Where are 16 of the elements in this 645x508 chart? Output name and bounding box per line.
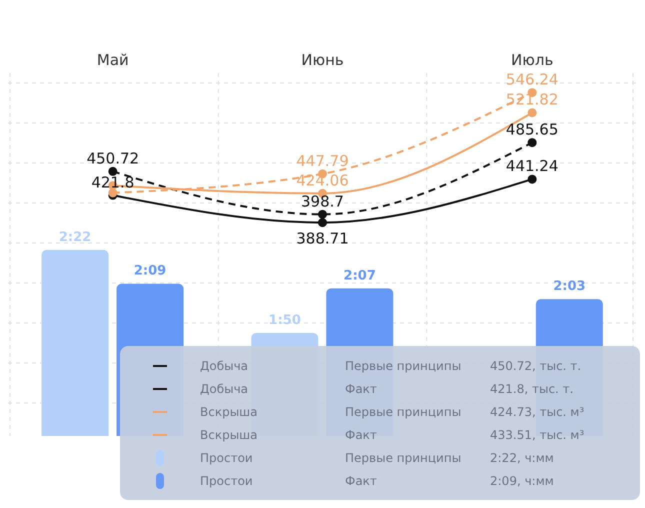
data-label: 485.65 bbox=[506, 120, 558, 139]
data-label: 2:09 bbox=[134, 264, 166, 279]
data-label: 398.7 bbox=[301, 192, 344, 210]
data-label: 2:07 bbox=[344, 268, 376, 284]
x-tick-label: Май bbox=[96, 51, 129, 69]
data-label: 447.79 bbox=[296, 152, 349, 170]
x-tick-label: Июль bbox=[511, 51, 554, 69]
data-label: 1:50 bbox=[268, 312, 301, 328]
data-label: 2:22 bbox=[58, 230, 92, 245]
data-label: 2:03 bbox=[553, 279, 586, 294]
x-tick-label: Июнь bbox=[301, 51, 344, 69]
data-label: 450.72 bbox=[86, 149, 140, 168]
data-label: 546.24 bbox=[506, 70, 558, 89]
data-label: 441.24 bbox=[506, 157, 558, 176]
info-panel: Добыча Первые принципы 450.72, тыс. т. Добыча Факт 421.8, тыс. т. Вскрыша Первые принципы 424.73, тыс. м³ Вскрыша Факт 433.51, тыс. м³ Простои Первые принципы 2:22, ч:мм Простои Факт 2:09, ч:мм bbox=[120, 346, 640, 500]
data-label: 388.71 bbox=[296, 230, 349, 248]
